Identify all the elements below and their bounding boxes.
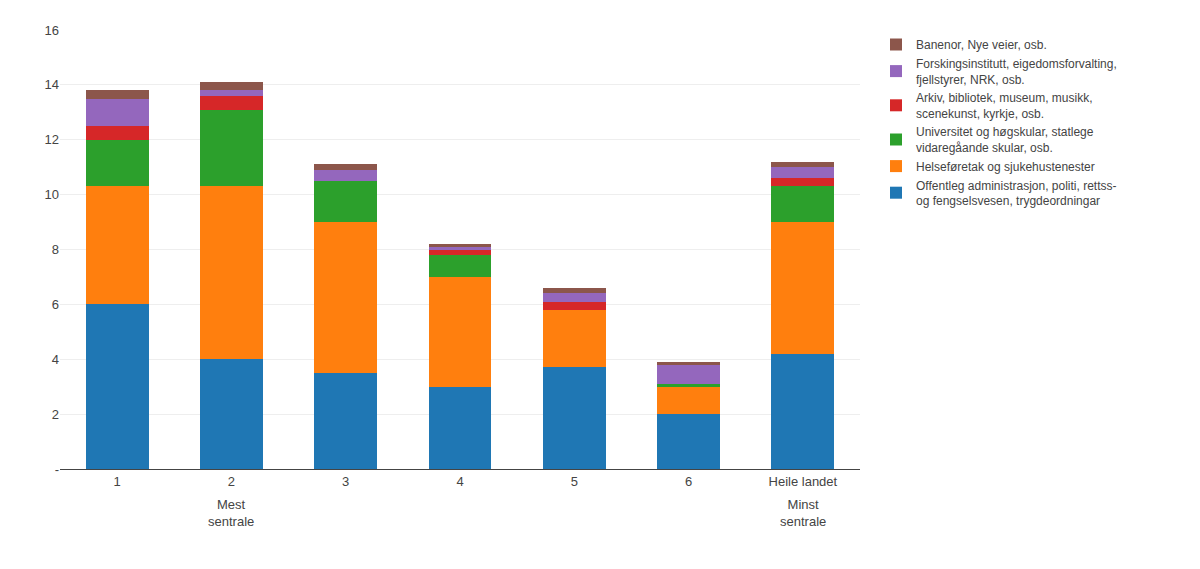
svg-text:6: 6: [685, 474, 692, 489]
svg-text:2: 2: [228, 474, 235, 489]
svg-text:16: 16: [45, 23, 59, 38]
svg-text:5: 5: [571, 474, 578, 489]
svg-text:10: 10: [45, 187, 59, 202]
svg-text:Banenor, Nye veier, osb.: Banenor, Nye veier, osb.: [916, 38, 1047, 52]
svg-text:3: 3: [342, 474, 349, 489]
svg-text:Arkiv, bibliotek, museum, musi: Arkiv, bibliotek, museum, musikk,sceneku…: [916, 91, 1093, 121]
svg-text:Minstsentrale: Minstsentrale: [780, 497, 826, 529]
svg-text:Offentleg administrasjon, poli: Offentleg administrasjon, politi, rettss…: [916, 179, 1117, 209]
svg-text:Universitet og høgskular, stat: Universitet og høgskular, statlegevidare…: [916, 125, 1094, 155]
svg-text:Helseføretak og sjukehustenest: Helseføretak og sjukehustenester: [916, 160, 1095, 174]
svg-text:8: 8: [52, 242, 59, 257]
svg-text:1: 1: [114, 474, 121, 489]
svg-text:14: 14: [45, 77, 59, 92]
svg-text:4: 4: [52, 352, 59, 367]
svg-text:-: -: [55, 462, 59, 477]
svg-text:2: 2: [52, 407, 59, 422]
svg-text:4: 4: [456, 474, 463, 489]
svg-text:Forskingsinstitutt, eigedomsfo: Forskingsinstitutt, eigedomsforvalting,f…: [916, 57, 1117, 87]
svg-text:Heile landet: Heile landet: [769, 474, 838, 489]
svg-text:Mestsentrale: Mestsentrale: [208, 497, 254, 529]
svg-text:6: 6: [52, 297, 59, 312]
svg-text:12: 12: [45, 132, 59, 147]
